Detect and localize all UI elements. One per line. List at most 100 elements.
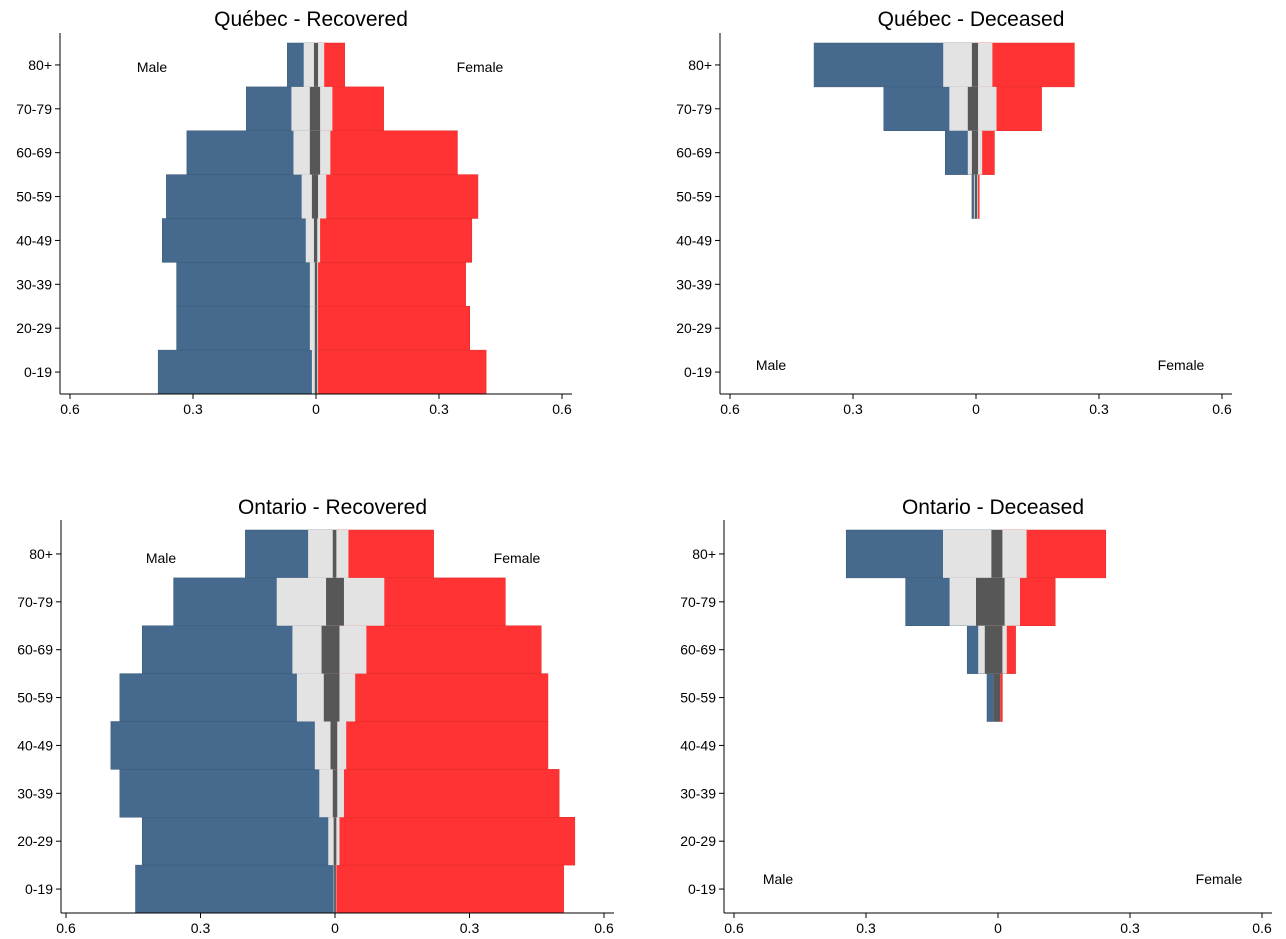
chart-title: Québec - Deceased [878,8,1065,31]
male-label: Male [146,550,177,566]
y-tick-label: 40-49 [16,232,52,248]
band-dark [326,577,344,626]
chart-title: Ontario - Deceased [902,496,1084,519]
y-tick-label: 0-19 [684,364,712,380]
x-tick-label: 0.3 [843,401,863,417]
y-tick-label: 60-69 [16,145,52,161]
band-dark [332,769,338,818]
x-tick-label: 0.3 [460,920,480,936]
band-dark [314,262,318,307]
band-dark [971,43,979,87]
y-tick-label: 30-39 [16,276,52,292]
y-tick-label: 50-59 [17,690,53,706]
bar-female [334,721,549,770]
y-tick-label: 30-39 [676,276,712,292]
y-tick-label: 60-69 [680,642,716,658]
y-tick-label: 60-69 [676,145,712,161]
band-dark [309,130,321,175]
band-dark [971,130,979,175]
band-dark [993,673,1001,722]
chart-title: Ontario - Recovered [238,496,427,519]
x-tick-label: 0.6 [1252,920,1272,936]
x-tick-label: 0 [994,920,1002,936]
band-light [943,43,993,87]
band-dark [334,865,336,913]
band-dark [313,43,319,87]
y-tick-label: 80+ [688,57,712,73]
y-tick-label: 70-79 [16,101,52,117]
y-tick-label: 40-49 [676,232,712,248]
bar-female [334,529,434,579]
x-tick-label: 0.3 [183,401,203,417]
male-label: Male [137,59,168,75]
bar-male [135,864,336,914]
band-light [309,262,319,307]
panel-3: Ontario - Recovered 80+ 70-79 60-69 50-59 40-… [17,496,614,936]
bar-male [141,817,336,866]
male-label: Male [763,871,794,887]
band-dark [991,530,1003,578]
y-tick-label: 50-59 [676,189,712,205]
x-tick-label: 0.3 [191,920,211,936]
bar-male [162,218,317,263]
y-tick-label: 40-49 [17,737,53,753]
panel-1: Québec - Recovered 80+ 70-79 60-69 50-59 40-4… [16,8,572,417]
band-dark [974,174,978,219]
female-label: Female [494,550,541,566]
band-dark [984,625,1003,674]
bar-female [334,864,564,914]
x-tick-label: 0 [331,920,339,936]
band-dark [333,817,337,866]
y-tick-label: 30-39 [17,785,53,801]
band-dark [330,721,338,770]
chart-title: Québec - Recovered [214,8,408,31]
y-tick-label: 20-29 [680,833,716,849]
band-dark [323,673,340,722]
y-tick-label: 50-59 [680,690,716,706]
bar-female [315,218,473,263]
x-tick-label: 0 [972,401,980,417]
bar-male [176,262,317,307]
y-tick-label: 80+ [692,546,716,562]
x-tick-label: 0.6 [720,401,740,417]
female-label: Female [457,59,504,75]
band-dark [309,86,321,131]
bar-female [334,817,576,866]
y-tick-label: 80+ [28,57,52,73]
bar-female [315,130,458,175]
y-tick-label: 20-29 [676,320,712,336]
y-tick-label: 40-49 [680,737,716,753]
band-dark [313,218,318,263]
y-tick-label: 20-29 [16,320,52,336]
band-dark [976,577,1005,626]
bar-male [110,721,336,770]
female-label: Female [1158,357,1205,373]
band-light [943,530,1027,578]
band-dark [314,350,318,394]
band-dark [314,306,318,351]
bar-male [157,349,317,395]
x-tick-label: 0.6 [594,920,614,936]
bar-female [315,349,487,395]
y-tick-label: 70-79 [680,594,716,610]
band-dark [332,530,337,578]
bar-female [334,769,560,818]
y-tick-label: 50-59 [16,189,52,205]
x-tick-label: 0.3 [856,920,876,936]
y-tick-label: 0-19 [24,364,52,380]
x-tick-label: 0.6 [552,401,572,417]
female-label: Female [1196,871,1243,887]
y-tick-label: 70-79 [676,101,712,117]
band-light [305,218,321,263]
bar-male [166,174,317,219]
y-tick-label: 70-79 [17,594,53,610]
x-tick-label: 0.6 [724,920,744,936]
x-tick-label: 0.6 [60,401,80,417]
bar-female [334,673,549,722]
panel-4: Ontario - Deceased 80+ 70-79 60-69 50-59 40-4… [680,496,1272,936]
bar-female [315,306,470,351]
x-tick-label: 0.3 [1120,920,1140,936]
band-dark [311,174,319,219]
male-label: Male [756,357,787,373]
